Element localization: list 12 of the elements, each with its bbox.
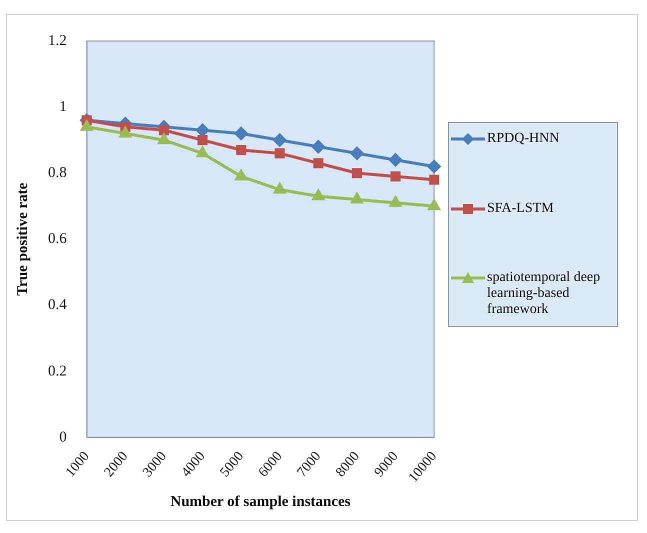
y-tick-label: 0.6 — [48, 231, 68, 248]
y-tick-label: 0.8 — [48, 165, 67, 182]
x-axis-title: Number of sample instances — [170, 494, 351, 510]
y-tick-label: 0.2 — [48, 363, 67, 380]
legend-label: RPDQ-HNN — [487, 131, 560, 147]
y-tick-label: 0.4 — [48, 297, 68, 314]
y-axis-title: True positive rate — [14, 182, 31, 296]
legend-label: spatiotemporal deep learning-based framework — [487, 270, 602, 318]
legend-label: SFA-LSTM — [487, 200, 554, 216]
y-tick-label: 1 — [59, 99, 67, 115]
y-tick-label: 1.2 — [48, 32, 67, 49]
y-tick-label: 0 — [59, 429, 67, 446]
